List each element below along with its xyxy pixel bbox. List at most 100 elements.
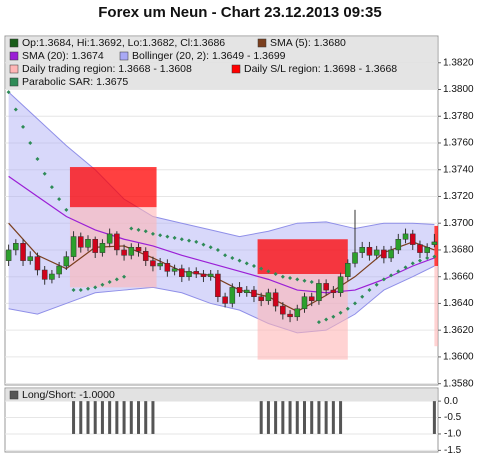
sar-dot	[353, 301, 358, 306]
region	[69, 167, 157, 208]
candle-body	[150, 260, 156, 267]
candle-body	[49, 273, 55, 280]
bar	[79, 401, 83, 434]
candle-body	[179, 268, 185, 277]
candle-body	[215, 273, 221, 297]
candle-body	[323, 283, 329, 291]
sar-dot	[49, 185, 54, 190]
candle-body	[294, 308, 301, 318]
candle-body	[337, 276, 344, 293]
bar	[86, 401, 90, 434]
y-tick-label: 1.3620	[443, 325, 474, 336]
sar-dot	[410, 261, 415, 266]
y-tick-label: 1.3640	[443, 298, 474, 309]
sar-dot	[244, 261, 249, 266]
candle-body	[13, 243, 19, 251]
sar-dot	[143, 229, 148, 234]
sar-dot	[230, 255, 235, 260]
sar-dot	[201, 242, 206, 247]
candle-body	[186, 271, 192, 277]
sar-dot	[107, 280, 112, 285]
sar-dot	[237, 258, 242, 263]
y-tick-label: 1.3600	[443, 352, 474, 363]
sar-dot	[331, 314, 336, 319]
y-tick-label: 1.3760	[443, 138, 474, 149]
legend-label: Parabolic SAR: 1.3675	[22, 76, 128, 88]
candle-body	[402, 233, 409, 240]
bar	[339, 401, 343, 434]
sar-dot	[71, 288, 76, 293]
sar-dot	[374, 282, 379, 287]
candle-body	[157, 263, 163, 267]
bar	[331, 401, 335, 434]
candle-body	[121, 249, 127, 256]
candle-body	[366, 247, 373, 256]
sar-dot	[273, 272, 278, 277]
sar-dot	[6, 90, 11, 95]
legend-background	[6, 389, 437, 401]
candle-body	[287, 313, 293, 318]
sar-dot	[425, 255, 430, 260]
y-tick-label: 1.3720	[443, 191, 474, 202]
y-tick-label: 1.3780	[443, 111, 474, 122]
main-layer: 1.3580 1.3600 1.3620 1.3640 1.3660 1.3680 1.37…	[5, 37, 474, 389]
y-tick-label: -0.5	[444, 412, 462, 423]
legend-swatch	[231, 64, 241, 74]
legend-swatch	[9, 390, 19, 400]
sar-dot	[21, 124, 26, 129]
sar-dot	[57, 197, 62, 202]
y-tick-label: 0.0	[444, 396, 458, 407]
legend-swatch	[9, 38, 19, 48]
sar-dot	[64, 207, 69, 212]
candle-body	[20, 243, 26, 261]
y-tick-label: -1.0	[444, 429, 462, 440]
candle-body	[359, 247, 366, 253]
candle-body	[106, 233, 113, 244]
bar	[324, 401, 328, 434]
sar-dot	[288, 276, 293, 281]
candle-body	[236, 287, 243, 293]
sar-dot	[172, 235, 177, 240]
y-tick-label: 1.3700	[443, 218, 474, 229]
candle-body	[70, 236, 77, 257]
sar-dot	[122, 274, 127, 279]
sar-dot	[345, 306, 350, 311]
candle-body	[395, 238, 402, 251]
candle-body	[345, 263, 351, 277]
sar-dot	[259, 266, 264, 271]
candle-body	[243, 289, 250, 293]
candle-body	[251, 289, 257, 297]
sar-dot	[360, 294, 365, 299]
candle-body	[352, 252, 358, 264]
sar-dot	[432, 254, 437, 259]
candle-body	[114, 233, 120, 251]
sar-dot	[129, 226, 134, 231]
bar	[281, 401, 285, 434]
sar-dot	[85, 286, 90, 291]
bar	[432, 401, 436, 434]
bar	[93, 401, 97, 434]
sar-dot	[295, 277, 300, 282]
candle-body	[99, 243, 106, 253]
bar	[129, 401, 133, 434]
legend-swatch	[257, 38, 267, 48]
sar-dot	[35, 157, 40, 162]
region	[434, 265, 438, 347]
region	[434, 225, 438, 266]
bar	[259, 401, 263, 434]
sar-dot	[223, 253, 228, 258]
candle-body	[330, 289, 337, 293]
legend-swatch	[9, 51, 19, 61]
legend-label: Bollinger (20, 2): 1.3649 - 1.3699	[132, 50, 286, 62]
sar-dot	[316, 320, 321, 325]
sar-dot	[187, 238, 192, 243]
sar-dot	[302, 278, 307, 283]
sar-dot	[338, 310, 343, 315]
sar-dot	[403, 265, 408, 270]
candle-body	[85, 238, 91, 248]
legend-swatch	[119, 51, 129, 61]
bar	[317, 401, 321, 434]
candle-body	[431, 241, 438, 245]
bar	[151, 401, 155, 434]
candle-body	[63, 256, 70, 267]
